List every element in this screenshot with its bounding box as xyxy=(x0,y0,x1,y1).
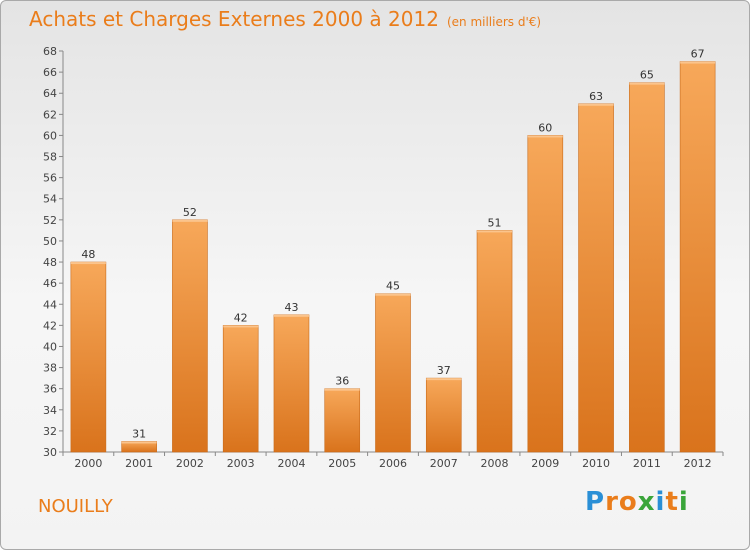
x-tick-label: 2012 xyxy=(684,457,712,470)
y-tick-label: 56 xyxy=(43,172,57,185)
y-tick-label: 48 xyxy=(43,256,57,269)
bar-highlight xyxy=(477,230,513,233)
logo-letter: x xyxy=(637,487,656,517)
y-tick-label: 60 xyxy=(43,129,57,142)
y-tick-label: 64 xyxy=(43,87,57,100)
x-tick-label: 2007 xyxy=(430,457,458,470)
y-tick-label: 54 xyxy=(43,193,57,206)
data-label: 37 xyxy=(437,364,451,377)
bar-highlight xyxy=(172,219,208,222)
x-tick-label: 2009 xyxy=(531,457,559,470)
bar xyxy=(425,377,462,453)
bar-highlight xyxy=(324,388,360,391)
logo-letter: o xyxy=(618,487,638,517)
chart-title-text: Achats et Charges Externes 2000 à 2012 xyxy=(29,7,439,31)
data-label: 42 xyxy=(234,311,248,324)
data-label: 45 xyxy=(386,280,400,293)
bar xyxy=(476,230,513,453)
x-tick-label: 2004 xyxy=(277,457,305,470)
chart-title: Achats et Charges Externes 2000 à 2012 (e… xyxy=(29,7,541,31)
place-name: NOUILLY xyxy=(38,496,113,517)
y-tick-label: 62 xyxy=(43,108,57,121)
data-label: 60 xyxy=(538,121,552,134)
logo-letter: i xyxy=(655,487,666,517)
bar-highlight xyxy=(70,262,106,265)
data-label: 31 xyxy=(132,427,146,440)
y-tick-label: 34 xyxy=(43,404,57,417)
logo-letter: t xyxy=(665,487,679,517)
bar xyxy=(70,261,107,453)
x-tick-label: 2002 xyxy=(176,457,204,470)
data-label: 48 xyxy=(81,248,95,261)
data-label: 65 xyxy=(640,69,654,82)
y-tick-label: 30 xyxy=(43,446,57,459)
chart-axes: 30 32 34 36 38 40 42 44 46 48 50 52 54 56 58 60 62 64 66 68… xyxy=(43,45,724,470)
bar-highlight xyxy=(273,314,309,317)
logo-letter: r xyxy=(605,487,619,517)
x-tick-label: 2005 xyxy=(328,457,356,470)
bar xyxy=(324,388,361,453)
data-label: 63 xyxy=(589,90,603,103)
bar-highlight xyxy=(121,441,157,444)
bar-highlight xyxy=(629,82,665,85)
bar-highlight xyxy=(375,293,411,296)
bar-highlight xyxy=(223,325,259,328)
data-label: 52 xyxy=(183,206,197,219)
bar xyxy=(273,314,310,453)
bar xyxy=(578,103,614,453)
x-tick-label: 2010 xyxy=(582,457,610,470)
y-tick-label: 66 xyxy=(43,66,57,79)
data-label: 43 xyxy=(284,301,298,314)
bar xyxy=(527,135,564,453)
y-tick-label: 36 xyxy=(43,383,57,396)
data-label: 51 xyxy=(488,216,502,229)
bar xyxy=(679,61,716,453)
chart-bars xyxy=(70,61,716,453)
y-tick-label: 52 xyxy=(43,214,57,227)
y-tick-label: 32 xyxy=(43,425,57,438)
x-tick-label: 2006 xyxy=(379,457,407,470)
x-tick-label: 2011 xyxy=(633,457,661,470)
x-tick-label: 2000 xyxy=(74,457,102,470)
y-tick-label: 44 xyxy=(43,298,57,311)
chart-labels: 48 31 52 42 43 36 45 37 51 60 63 65 67 xyxy=(81,48,704,441)
y-tick-label: 40 xyxy=(43,340,57,353)
bar-highlight xyxy=(680,61,716,64)
y-tick-label: 46 xyxy=(43,277,57,290)
y-tick-label: 58 xyxy=(43,151,57,164)
bar xyxy=(222,325,259,453)
y-tick-label: 42 xyxy=(43,319,57,332)
y-tick-label: 38 xyxy=(43,362,57,375)
bar-highlight xyxy=(527,135,563,138)
chart-unit: (en milliers d'€) xyxy=(446,15,542,29)
data-label: 36 xyxy=(335,375,349,388)
y-tick-label: 68 xyxy=(43,45,57,58)
proxiti-logo: Proxiti xyxy=(585,487,689,517)
x-tick-label: 2003 xyxy=(227,457,255,470)
bar xyxy=(629,82,665,453)
y-tick-label: 50 xyxy=(43,235,57,248)
data-label: 67 xyxy=(691,48,705,61)
bar-highlight xyxy=(578,103,614,106)
bar-highlight xyxy=(426,378,462,381)
x-tick-label: 2008 xyxy=(481,457,509,470)
logo-letter: P xyxy=(585,487,606,517)
bar xyxy=(172,219,208,453)
logo-letter: i xyxy=(678,487,689,517)
bar xyxy=(375,293,411,453)
x-tick-label: 2001 xyxy=(125,457,153,470)
